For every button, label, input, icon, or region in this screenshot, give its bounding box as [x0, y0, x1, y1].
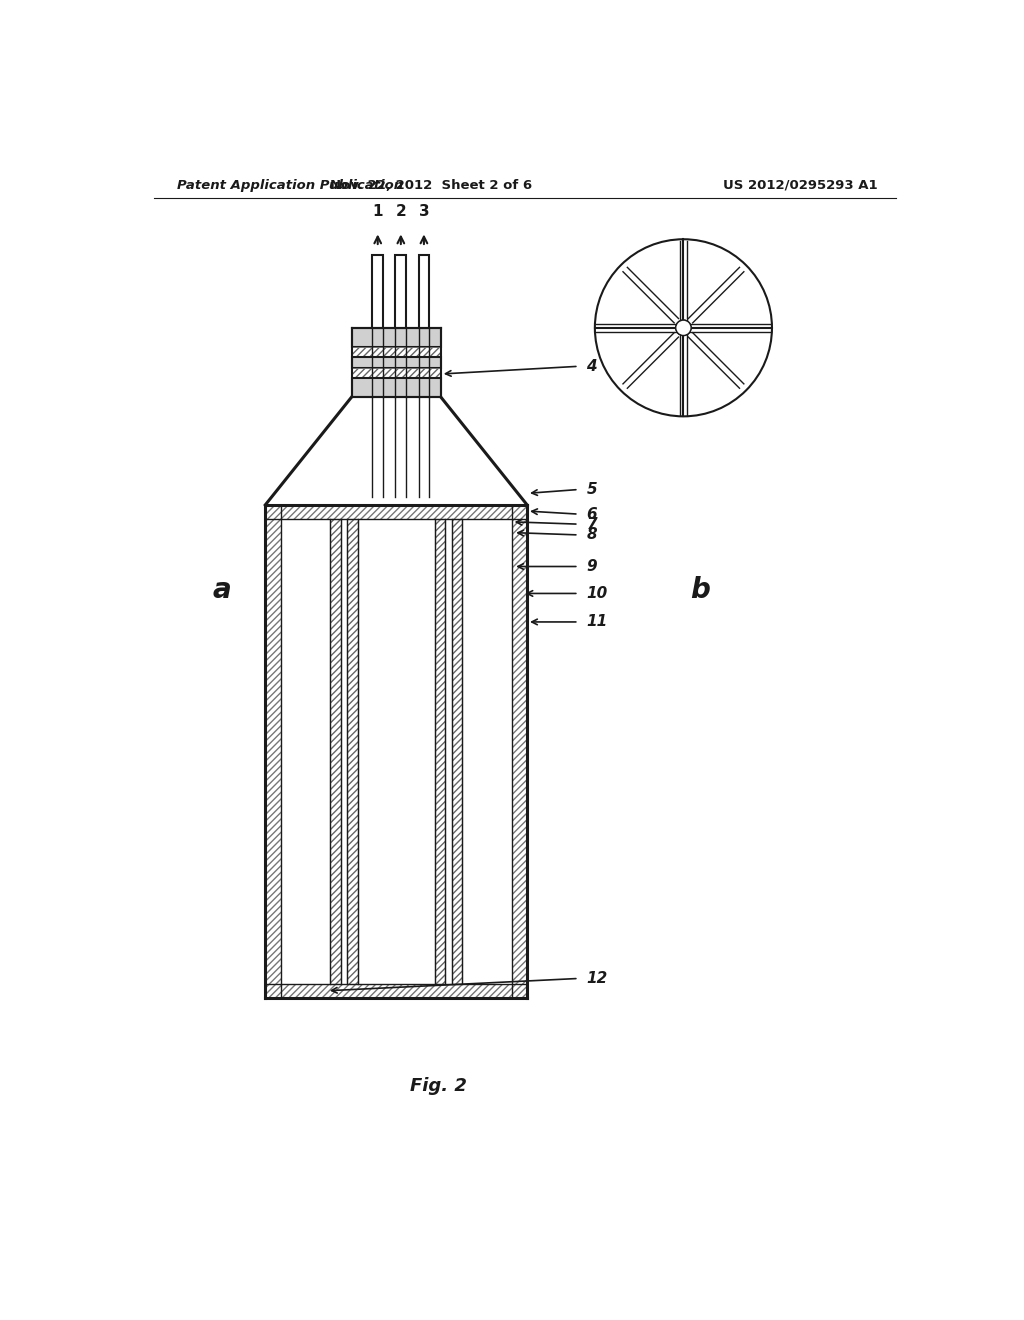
Bar	[419, 255, 429, 327]
Bar	[452, 519, 463, 983]
Text: 2: 2	[395, 205, 407, 219]
Bar	[347, 519, 357, 983]
Text: 1: 1	[373, 205, 383, 219]
Text: a: a	[212, 576, 230, 603]
Bar	[351, 378, 441, 397]
Circle shape	[676, 321, 691, 335]
Circle shape	[676, 321, 691, 335]
Text: 12: 12	[587, 972, 607, 986]
Bar	[265, 506, 527, 998]
Text: 5: 5	[587, 482, 597, 498]
Text: US 2012/0295293 A1: US 2012/0295293 A1	[723, 178, 878, 191]
Text: Patent Application Publication: Patent Application Publication	[177, 178, 402, 191]
Text: 3: 3	[419, 205, 429, 219]
Bar	[351, 368, 441, 378]
Text: 9: 9	[587, 558, 597, 574]
Bar	[351, 327, 441, 347]
Bar	[435, 519, 445, 983]
Bar	[265, 504, 527, 519]
Text: b: b	[690, 576, 711, 603]
Bar	[512, 506, 527, 998]
Bar	[351, 358, 441, 368]
Text: 6: 6	[587, 507, 597, 521]
Bar	[330, 519, 341, 983]
Text: Nov. 22, 2012  Sheet 2 of 6: Nov. 22, 2012 Sheet 2 of 6	[330, 178, 531, 191]
Text: 8: 8	[587, 528, 597, 543]
Text: 11: 11	[587, 614, 607, 630]
Bar	[351, 347, 441, 358]
Bar	[265, 506, 281, 998]
Bar	[373, 255, 383, 327]
Text: 4: 4	[587, 359, 597, 374]
Text: 7: 7	[587, 516, 597, 532]
Bar	[395, 255, 407, 327]
Text: 10: 10	[587, 586, 607, 601]
Text: Fig. 2: Fig. 2	[411, 1077, 467, 1096]
Bar	[265, 983, 527, 998]
